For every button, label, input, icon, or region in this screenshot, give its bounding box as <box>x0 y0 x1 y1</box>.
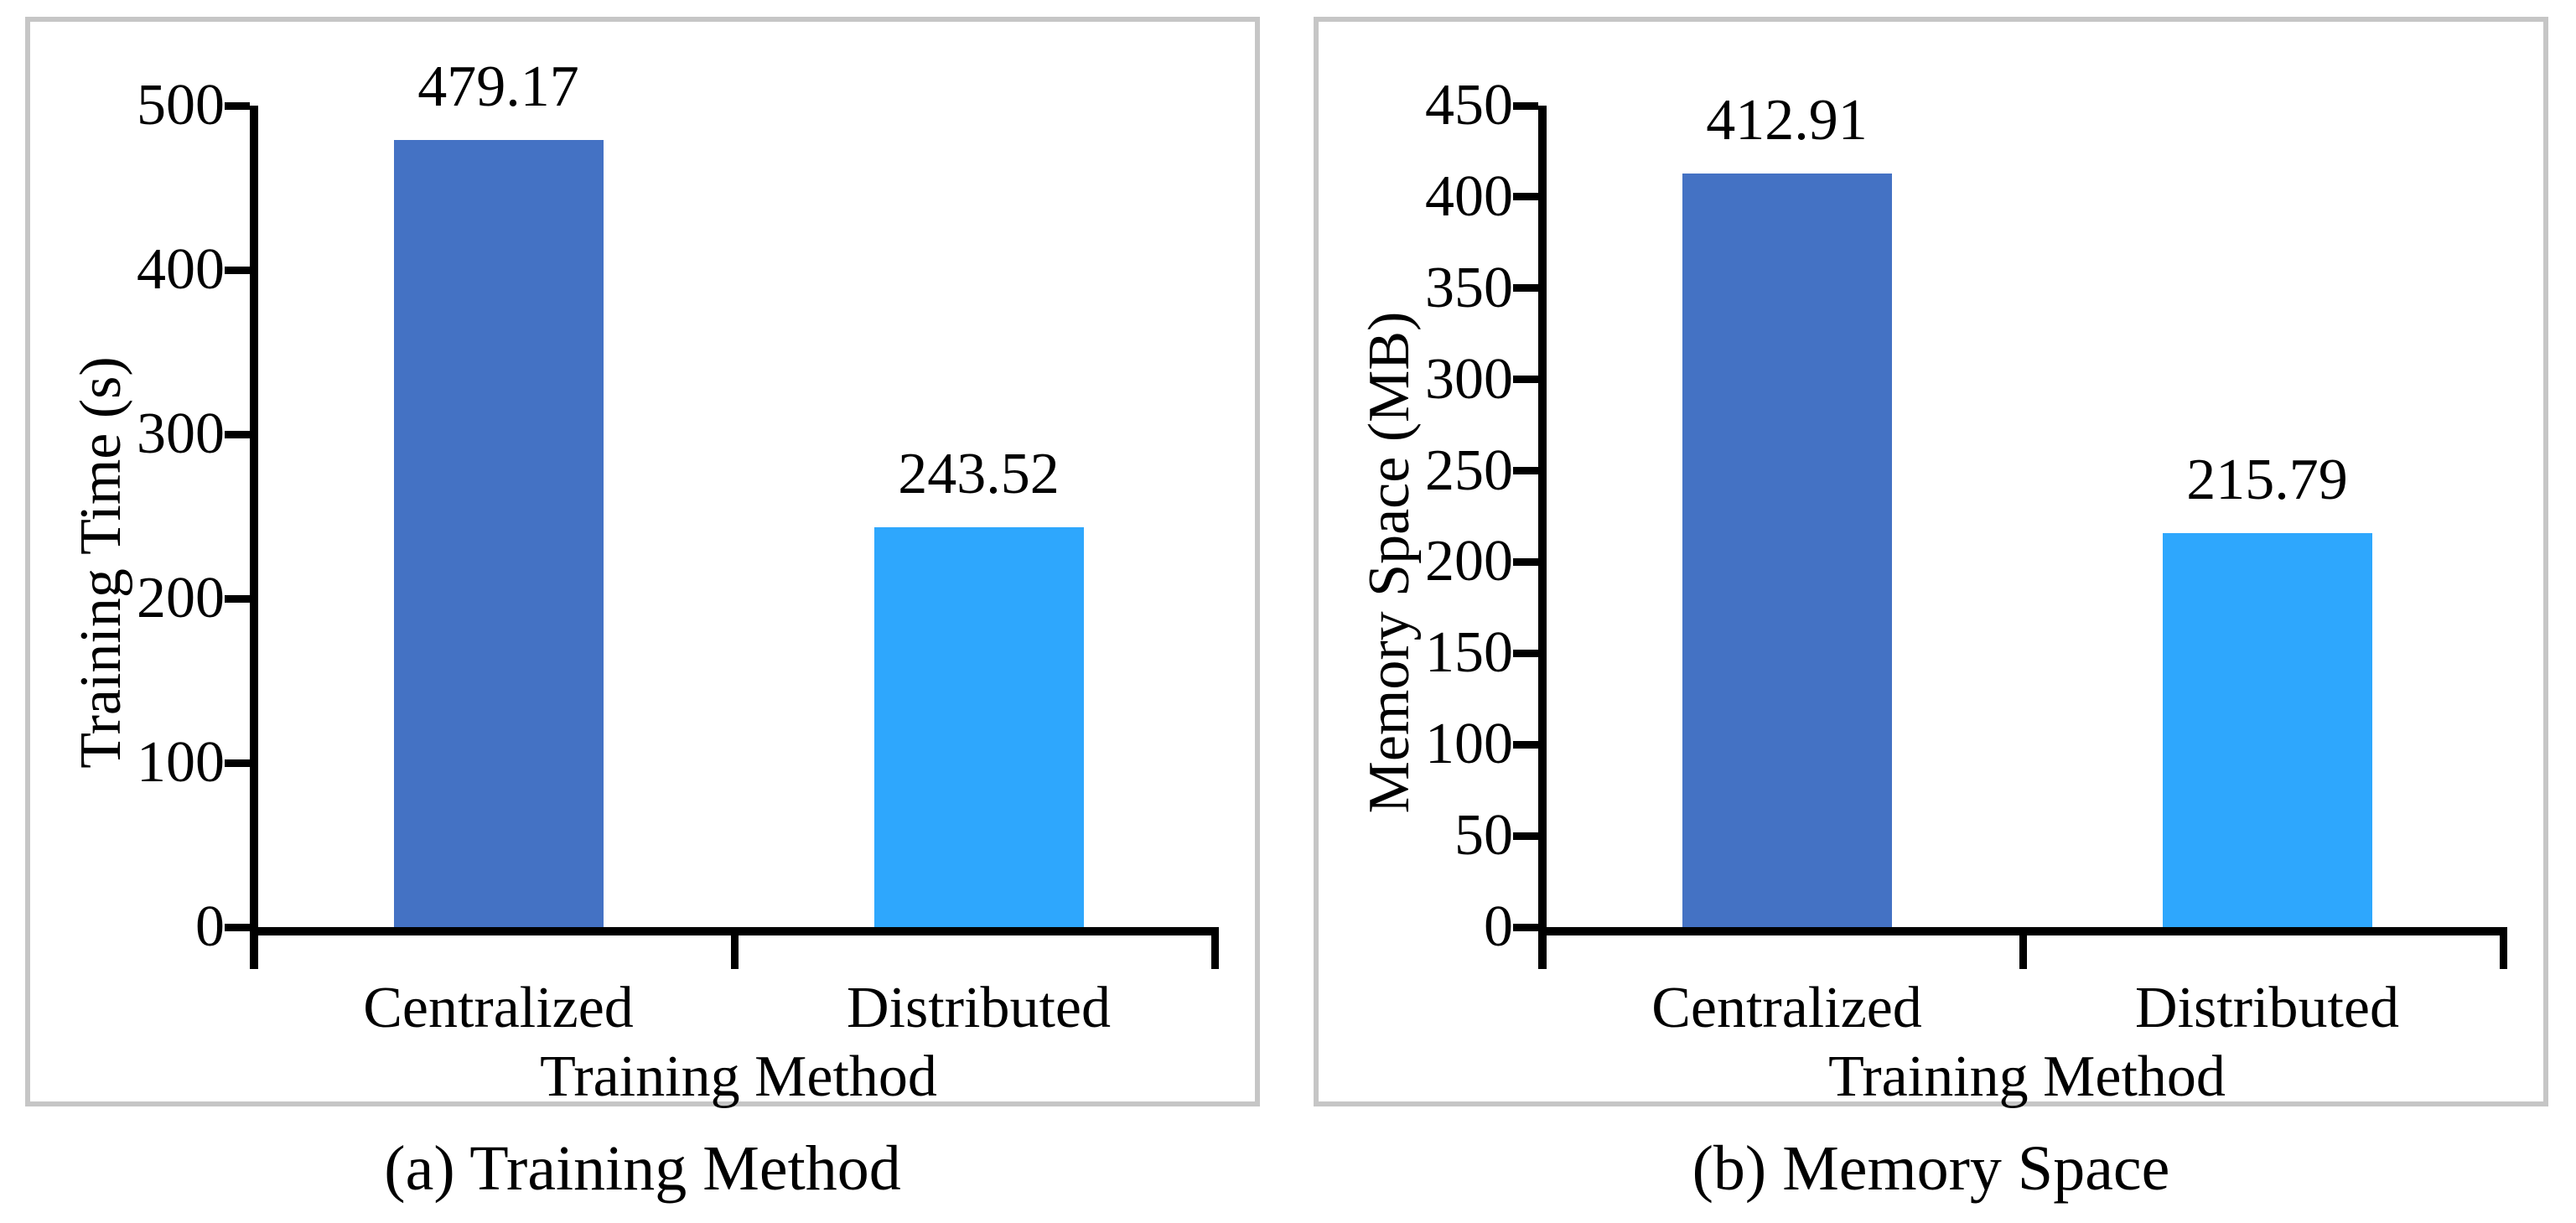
y-tick <box>1513 467 1538 475</box>
y-tick-label: 0 <box>1484 894 1513 959</box>
x-tick <box>2019 927 2027 969</box>
y-tick-label: 350 <box>1425 255 1513 320</box>
x-tick <box>731 927 739 969</box>
y-tick <box>1513 557 1538 566</box>
y-tick-label: 300 <box>1425 346 1513 412</box>
bar-distributed <box>873 526 1084 927</box>
y-tick <box>1513 832 1538 840</box>
y-tick <box>1513 284 1538 293</box>
y-axis-line <box>1538 106 1547 969</box>
y-tick <box>225 266 250 274</box>
y-tick <box>1513 740 1538 749</box>
y-tick <box>1513 376 1538 384</box>
y-axis-line <box>250 106 258 969</box>
y-axis-title: Training Time (s) <box>69 356 133 769</box>
bar-value-label: 479.17 <box>417 54 579 119</box>
y-tick <box>1513 101 1538 110</box>
y-tick-label: 150 <box>1425 620 1513 686</box>
y-tick-label: 300 <box>137 402 225 466</box>
x-axis-line <box>258 927 1219 935</box>
chart-panel-memory-space: 0 50 100 150 200 250 300 350 400 450 412.91 Central… <box>1314 17 2548 1109</box>
bar-value-label: 215.79 <box>2186 448 2348 513</box>
y-tick-label: 0 <box>195 894 225 959</box>
caption-a: (a) Training Method <box>384 1133 901 1204</box>
chart-panel-training-time: 0 100 200 300 400 500 479.17 Centralized 243.52 D… <box>25 17 1260 1109</box>
y-tick-label: 500 <box>137 73 225 137</box>
bar-value-label: 412.91 <box>1706 87 1868 153</box>
x-axis-title: Training Method <box>540 1044 937 1109</box>
category-label: Distributed <box>2135 976 2399 1040</box>
y-tick <box>225 759 250 767</box>
bar-value-label: 243.52 <box>898 441 1060 506</box>
category-label: Centralized <box>363 976 634 1040</box>
y-tick-label: 400 <box>1425 163 1513 229</box>
y-tick <box>1513 649 1538 657</box>
y-tick-label: 200 <box>1425 529 1513 594</box>
y-tick <box>225 923 250 931</box>
y-tick <box>1513 193 1538 201</box>
bar-centralized <box>1682 173 1892 927</box>
y-tick <box>225 430 250 438</box>
y-tick <box>225 101 250 110</box>
y-tick-label: 400 <box>137 237 225 302</box>
y-tick <box>1513 923 1538 931</box>
y-tick-label: 450 <box>1425 73 1513 137</box>
bar-distributed <box>2162 533 2372 927</box>
y-axis-title: Memory Space (MB) <box>1357 311 1422 814</box>
category-label: Distributed <box>847 976 1111 1040</box>
y-tick-label: 250 <box>1425 438 1513 503</box>
y-tick-label: 100 <box>1425 712 1513 777</box>
x-tick <box>1211 927 1219 969</box>
caption-b: (b) Memory Space <box>1692 1133 2170 1204</box>
y-tick <box>225 594 250 603</box>
y-tick-label: 100 <box>137 730 225 795</box>
x-tick <box>2500 927 2507 969</box>
x-axis-title: Training Method <box>1828 1044 2226 1109</box>
y-tick-label: 50 <box>1454 803 1513 868</box>
y-tick-label: 200 <box>137 566 225 630</box>
category-label: Centralized <box>1651 976 1922 1040</box>
bar-centralized <box>393 139 604 927</box>
x-axis-line <box>1547 927 2507 935</box>
